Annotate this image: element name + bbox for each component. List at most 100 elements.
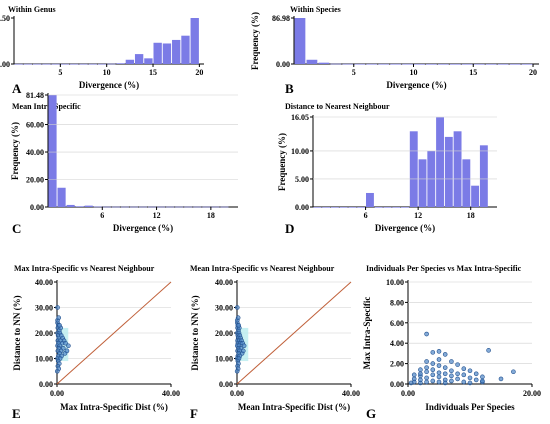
bar [426, 63, 437, 65]
scatter-point [473, 371, 479, 377]
scatter-point [418, 367, 423, 373]
bar [60, 63, 70, 65]
scatter-point [480, 378, 485, 384]
bar [348, 207, 357, 208]
y-tick-label: 20.00 [26, 176, 44, 185]
panel-g: Individuals Per Species vs Max Intra-Spe… [362, 264, 541, 421]
bar [57, 187, 66, 207]
bar [88, 63, 97, 65]
bar [211, 206, 220, 208]
panel-letter: B [285, 81, 294, 96]
bar [116, 63, 125, 64]
bar [383, 207, 392, 208]
bar [134, 54, 144, 64]
panel-a: Within Genus A 0.00 32.50 5 10 15 20 Divergence … [0, 5, 204, 96]
scatter-point [424, 365, 429, 370]
y-tick-label: 4.00 [390, 339, 404, 348]
bar [322, 207, 331, 208]
x-tick-label: 6 [100, 211, 104, 220]
bar [453, 131, 462, 207]
scatter-point [455, 376, 460, 382]
bar [342, 63, 354, 65]
y-tick-label: 40.00 [215, 278, 233, 287]
bar [220, 206, 229, 208]
scatter-point [64, 348, 70, 354]
x-tick-label: 40.00 [342, 389, 360, 398]
x-axis-label: Mean Intra-Specific Dist (%) [238, 402, 350, 412]
x-tick-label: 0.00 [230, 389, 244, 398]
bar [392, 207, 401, 208]
bar [366, 192, 374, 207]
bar [79, 63, 88, 65]
scatter-point [63, 340, 68, 346]
bar [414, 63, 425, 65]
bar [129, 206, 139, 208]
bar [97, 63, 107, 65]
y-tick-label: 0.00 [30, 203, 44, 212]
x-tick-label: 6 [364, 211, 368, 220]
scatter-point [235, 315, 241, 321]
scatter-point [240, 348, 246, 354]
scatter-point [442, 380, 448, 386]
panel-title: Individuals Per Species vs Max Intra-Spe… [366, 264, 522, 273]
bar [33, 63, 42, 65]
bar [75, 206, 84, 207]
scatter-point [455, 371, 460, 377]
x-tick-label: 15 [149, 68, 157, 77]
bar [461, 63, 473, 65]
x-tick-label: 20 [195, 68, 203, 77]
y-axis-label: Frequency (%) [10, 122, 20, 180]
scatter-point [473, 377, 479, 383]
y-tick-label: 20.00 [35, 329, 53, 338]
bar [193, 206, 202, 208]
scatter-point [430, 367, 436, 373]
y-tick-label: 81.48 [26, 91, 44, 100]
bar [306, 59, 318, 64]
scatter-point [424, 375, 429, 381]
bar [436, 117, 444, 207]
panel-letter: G [366, 406, 376, 421]
y-tick-label: 10.00 [215, 355, 233, 364]
panel-letter: F [190, 406, 198, 421]
diagonal-line [56, 281, 172, 385]
y-axis-label: Distance to NN (%) [190, 295, 200, 370]
x-tick-label: 0.00 [401, 389, 415, 398]
scatter-point [442, 365, 448, 370]
y-axis-label: Frequency (%) [250, 12, 260, 70]
bar [147, 206, 157, 208]
y-tick-label: 0.00 [0, 60, 10, 69]
scatter-point [55, 305, 60, 310]
scatter-point [442, 352, 448, 357]
x-axis-label: Divergence (%) [375, 223, 435, 233]
scatter-point [430, 350, 436, 355]
panel-title: Mean Intra-Specific vs Nearest Neighbour [190, 264, 335, 273]
x-tick-label: 18 [207, 211, 215, 220]
scatter-point [449, 368, 454, 374]
x-tick-label: 18 [467, 211, 475, 220]
bar [66, 204, 75, 207]
scatter-point [511, 369, 516, 375]
y-tick-label: 0.00 [390, 380, 404, 389]
panel-letter: C [12, 221, 21, 236]
x-axis-label: Max Intra-Specific Dist (%) [60, 402, 168, 412]
bar [190, 18, 199, 64]
scatter-point [424, 359, 429, 364]
y-tick-label: 2.00 [390, 360, 404, 369]
scatter-point [455, 362, 460, 367]
bar [471, 185, 480, 207]
bar [294, 18, 306, 64]
bar [181, 35, 190, 64]
bar [313, 207, 322, 208]
bar [157, 206, 166, 208]
scatter-point [436, 379, 442, 385]
bar [51, 63, 60, 65]
scatter-point [461, 379, 467, 385]
scatter-point [449, 359, 454, 364]
scatter-point [467, 380, 473, 386]
bar [330, 207, 339, 208]
y-tick-label: 30.00 [215, 304, 233, 313]
panel-letter: D [285, 221, 294, 236]
scatter-point [436, 357, 442, 362]
y-axis-label: Distance to NN (%) [12, 295, 22, 370]
y-tick-label: 32.50 [0, 14, 10, 23]
